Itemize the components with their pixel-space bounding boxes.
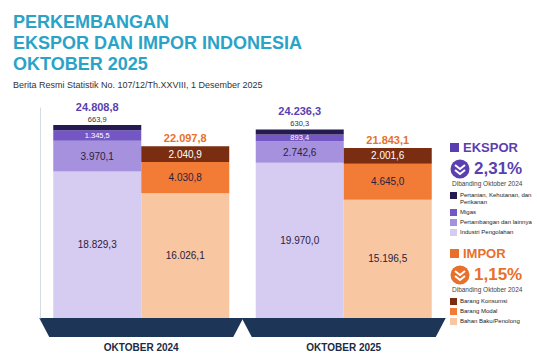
svg-text:OKTOBER 2024: OKTOBER 2024: [104, 342, 179, 353]
svg-text:OKTOBER 2025: OKTOBER 2025: [306, 342, 381, 353]
html-text:Migas: Migas: [460, 209, 476, 215]
svg-text:19.970,0: 19.970,0: [280, 235, 319, 246]
svg-text:2.001,6: 2.001,6: [371, 150, 405, 161]
svg-text:21.843,1: 21.843,1: [366, 134, 409, 146]
svg-text:2.040,9: 2.040,9: [169, 149, 203, 160]
svg-text:18.829,3: 18.829,3: [78, 239, 117, 250]
html-text:IMPOR: IMPOR: [463, 246, 506, 261]
html-text:Dibanding Oktober 2024: Dibanding Oktober 2024: [452, 180, 523, 187]
html-text:Dibanding Oktober 2024: Dibanding Oktober 2024: [452, 286, 523, 293]
svg-text:2.742,6: 2.742,6: [283, 147, 317, 158]
html-text:EKSPOR: EKSPOR: [463, 140, 518, 155]
html-text:Barang Konsumsi: Barang Konsumsi: [460, 298, 508, 304]
html-text:Pertanian, Kehutanan, dan Peri: Pertanian, Kehutanan, dan Perikanan: [460, 192, 532, 205]
svg-text:24.808,8: 24.808,8: [76, 101, 119, 113]
svg-text:630,3: 630,3: [290, 119, 309, 128]
svg-text:893,4: 893,4: [290, 133, 309, 142]
svg-text:3.970,1: 3.970,1: [81, 151, 115, 162]
svg-text:663,9: 663,9: [88, 115, 107, 124]
html-text:Barang Modal: Barang Modal: [460, 308, 498, 314]
html-text:Pertambangan dan lainnya: Pertambangan dan lainnya: [460, 219, 532, 225]
html-text:2,31%: 2,31%: [474, 159, 523, 178]
svg-text:16.026,1: 16.026,1: [166, 250, 205, 261]
svg-text:4.645,0: 4.645,0: [371, 176, 405, 187]
html-text:1,15%: 1,15%: [474, 265, 523, 284]
svg-text:OKTOBER 2025: OKTOBER 2025: [13, 54, 148, 74]
svg-text:EKSPOR DAN IMPOR INDONESIA: EKSPOR DAN IMPOR INDONESIA: [13, 33, 302, 53]
svg-text:Berita Resmi Statistik No. 107: Berita Resmi Statistik No. 107/12/Th.XXV…: [13, 80, 263, 90]
svg-text:22.097,8: 22.097,8: [164, 132, 207, 144]
svg-text:PERKEMBANGAN: PERKEMBANGAN: [13, 12, 169, 32]
svg-text:4.030,8: 4.030,8: [169, 172, 203, 183]
html-text:Industri Pengolahan: Industri Pengolahan: [460, 229, 514, 235]
html-text:Bahan Baku/Penolong: Bahan Baku/Penolong: [460, 318, 520, 324]
svg-text:24.236,3: 24.236,3: [278, 105, 321, 117]
svg-text:15.196,5: 15.196,5: [368, 253, 407, 264]
svg-text:1.345,5: 1.345,5: [85, 131, 110, 140]
